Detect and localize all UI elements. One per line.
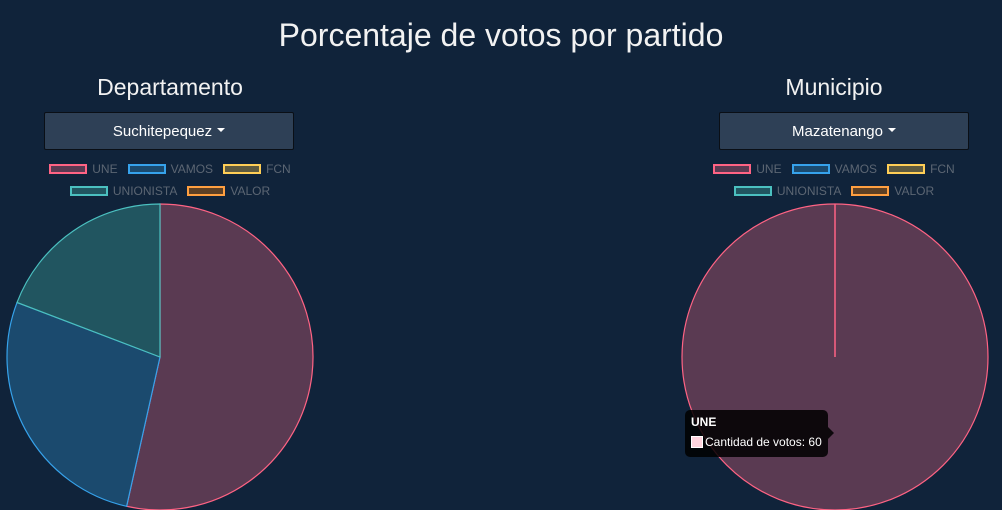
caret-down-icon [217,128,226,132]
legend-swatch [187,186,226,196]
departamento-legend: UNE VAMOS FCN UNIONISTA VALOR [0,158,340,202]
legend-swatch [127,164,166,174]
legend-label: FCN [930,162,955,176]
pie-slice-unionista[interactable] [16,203,161,358]
municipio-legend: UNE VAMOS FCN UNIONISTA VALOR [664,158,1002,202]
municipio-pie[interactable] [681,203,989,510]
departamento-title: Departamento [97,74,243,100]
legend-item-fcn[interactable]: FCN [223,162,291,176]
departamento-dropdown[interactable]: Suchitepequez [44,112,294,150]
legend-label: VALOR [230,184,271,198]
legend-item-fcn[interactable]: FCN [887,162,955,176]
legend-item-une[interactable]: UNE [713,162,782,176]
municipio-dropdown[interactable]: Mazatenango [719,112,969,150]
legend-swatch [887,164,926,174]
caret-down-icon [887,128,896,132]
legend-label: FCN [266,162,291,176]
legend-item-vamos[interactable]: VAMOS [127,162,214,176]
legend-swatch [69,186,108,196]
departamento-panel: Departamento Suchitepequez UNE VAMOS FCN UN… [0,0,340,510]
page-title: Porcentaje de votos por partido [278,17,724,53]
legend-label: UNIONISTA [112,184,178,198]
legend-label: VAMOS [834,162,878,176]
legend-swatch [733,186,772,196]
tooltip-title: UNE [691,415,717,429]
legend-item-unionista[interactable]: UNIONISTA [733,184,842,198]
tooltip-color-swatch [691,436,703,448]
pie-slice-une[interactable] [125,203,314,510]
legend-swatch [223,164,262,174]
pie-tooltip: UNE Cantidad de votos: 60 [685,410,834,457]
municipio-title: Municipio [785,74,883,100]
legend-label: VAMOS [170,162,214,176]
legend-item-unionista[interactable]: UNIONISTA [69,184,178,198]
legend-swatch [791,164,830,174]
legend-label: UNE [756,162,782,176]
municipio-dropdown-label: Mazatenango [792,122,883,140]
departamento-pie[interactable] [6,203,314,510]
legend-label: UNIONISTA [776,184,842,198]
legend-item-valor[interactable]: VALOR [187,184,270,198]
legend-item-vamos[interactable]: VAMOS [791,162,878,176]
municipio-panel: Municipio Mazatenango UNE VAMOS FCN UNIONIS… [664,0,1002,510]
legend-swatch [713,164,752,174]
legend-swatch [49,164,88,174]
legend-swatch [851,186,890,196]
tooltip-label: Cantidad de votos: 60 [705,435,822,449]
legend-label: UNE [92,162,118,176]
legend-label: VALOR [894,184,935,198]
legend-item-valor[interactable]: VALOR [851,184,934,198]
departamento-dropdown-label: Suchitepequez [112,122,213,140]
legend-item-une[interactable]: UNE [49,162,118,176]
pie-slice-vamos[interactable] [6,301,161,508]
